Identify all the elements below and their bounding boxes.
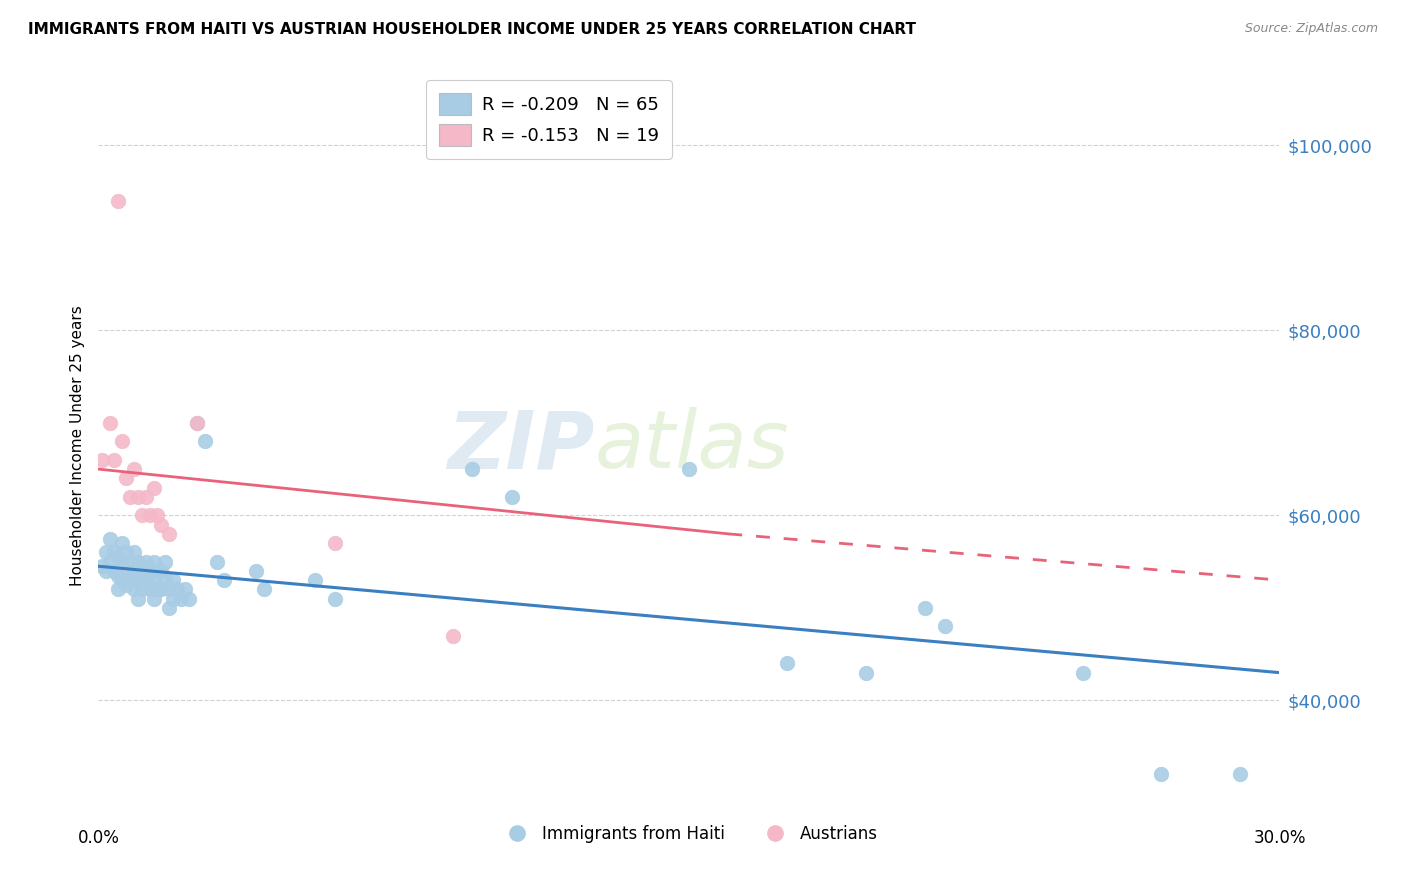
- Point: [111, 573, 134, 587]
- Point: [501, 490, 523, 504]
- Point: [461, 462, 484, 476]
- Point: [111, 555, 134, 569]
- Point: [304, 573, 326, 587]
- Point: [122, 582, 145, 597]
- Point: [157, 527, 180, 541]
- Text: atlas: atlas: [595, 407, 789, 485]
- Point: [138, 564, 160, 578]
- Point: [150, 564, 173, 578]
- Point: [122, 564, 145, 578]
- Point: [194, 434, 217, 449]
- Point: [1071, 665, 1094, 680]
- Point: [146, 508, 169, 523]
- Point: [118, 573, 141, 587]
- Point: [131, 582, 153, 597]
- Point: [205, 555, 228, 569]
- Point: [155, 573, 177, 587]
- Point: [122, 545, 145, 559]
- Point: [107, 582, 129, 597]
- Point: [115, 545, 138, 559]
- Point: [111, 434, 134, 449]
- Point: [914, 600, 936, 615]
- Point: [441, 629, 464, 643]
- Legend: Immigrants from Haiti, Austrians: Immigrants from Haiti, Austrians: [494, 819, 884, 850]
- Point: [127, 591, 149, 606]
- Text: IMMIGRANTS FROM HAITI VS AUSTRIAN HOUSEHOLDER INCOME UNDER 25 YEARS CORRELATION : IMMIGRANTS FROM HAITI VS AUSTRIAN HOUSEH…: [28, 22, 917, 37]
- Point: [115, 471, 138, 485]
- Point: [146, 582, 169, 597]
- Point: [118, 490, 141, 504]
- Point: [155, 555, 177, 569]
- Point: [186, 416, 208, 430]
- Point: [138, 508, 160, 523]
- Point: [91, 559, 114, 574]
- Point: [138, 582, 160, 597]
- Point: [323, 591, 346, 606]
- Point: [135, 490, 157, 504]
- Point: [170, 591, 193, 606]
- Point: [103, 453, 125, 467]
- Point: [131, 508, 153, 523]
- Point: [96, 564, 118, 578]
- Point: [253, 582, 276, 597]
- Y-axis label: Householder Income Under 25 years: Householder Income Under 25 years: [69, 306, 84, 586]
- Point: [115, 578, 138, 592]
- Point: [186, 416, 208, 430]
- Point: [162, 573, 184, 587]
- Point: [934, 619, 956, 633]
- Point: [111, 536, 134, 550]
- Point: [214, 573, 236, 587]
- Point: [127, 490, 149, 504]
- Point: [323, 536, 346, 550]
- Point: [166, 582, 188, 597]
- Point: [91, 453, 114, 467]
- Point: [98, 555, 121, 569]
- Point: [150, 517, 173, 532]
- Point: [115, 564, 138, 578]
- Point: [157, 600, 180, 615]
- Point: [98, 416, 121, 430]
- Point: [98, 532, 121, 546]
- Text: Source: ZipAtlas.com: Source: ZipAtlas.com: [1244, 22, 1378, 36]
- Point: [127, 573, 149, 587]
- Point: [127, 555, 149, 569]
- Point: [118, 555, 141, 569]
- Point: [1229, 767, 1251, 781]
- Point: [107, 194, 129, 208]
- Point: [245, 564, 267, 578]
- Point: [142, 555, 165, 569]
- Text: ZIP: ZIP: [447, 407, 595, 485]
- Point: [142, 481, 165, 495]
- Point: [855, 665, 877, 680]
- Point: [162, 591, 184, 606]
- Point: [96, 545, 118, 559]
- Point: [776, 657, 799, 671]
- Point: [103, 545, 125, 559]
- Point: [146, 564, 169, 578]
- Point: [177, 591, 200, 606]
- Point: [142, 573, 165, 587]
- Point: [135, 573, 157, 587]
- Point: [678, 462, 700, 476]
- Point: [122, 462, 145, 476]
- Point: [1150, 767, 1173, 781]
- Point: [174, 582, 197, 597]
- Point: [142, 591, 165, 606]
- Point: [157, 582, 180, 597]
- Point: [107, 549, 129, 564]
- Point: [150, 582, 173, 597]
- Point: [131, 564, 153, 578]
- Point: [135, 555, 157, 569]
- Point: [107, 568, 129, 582]
- Point: [103, 564, 125, 578]
